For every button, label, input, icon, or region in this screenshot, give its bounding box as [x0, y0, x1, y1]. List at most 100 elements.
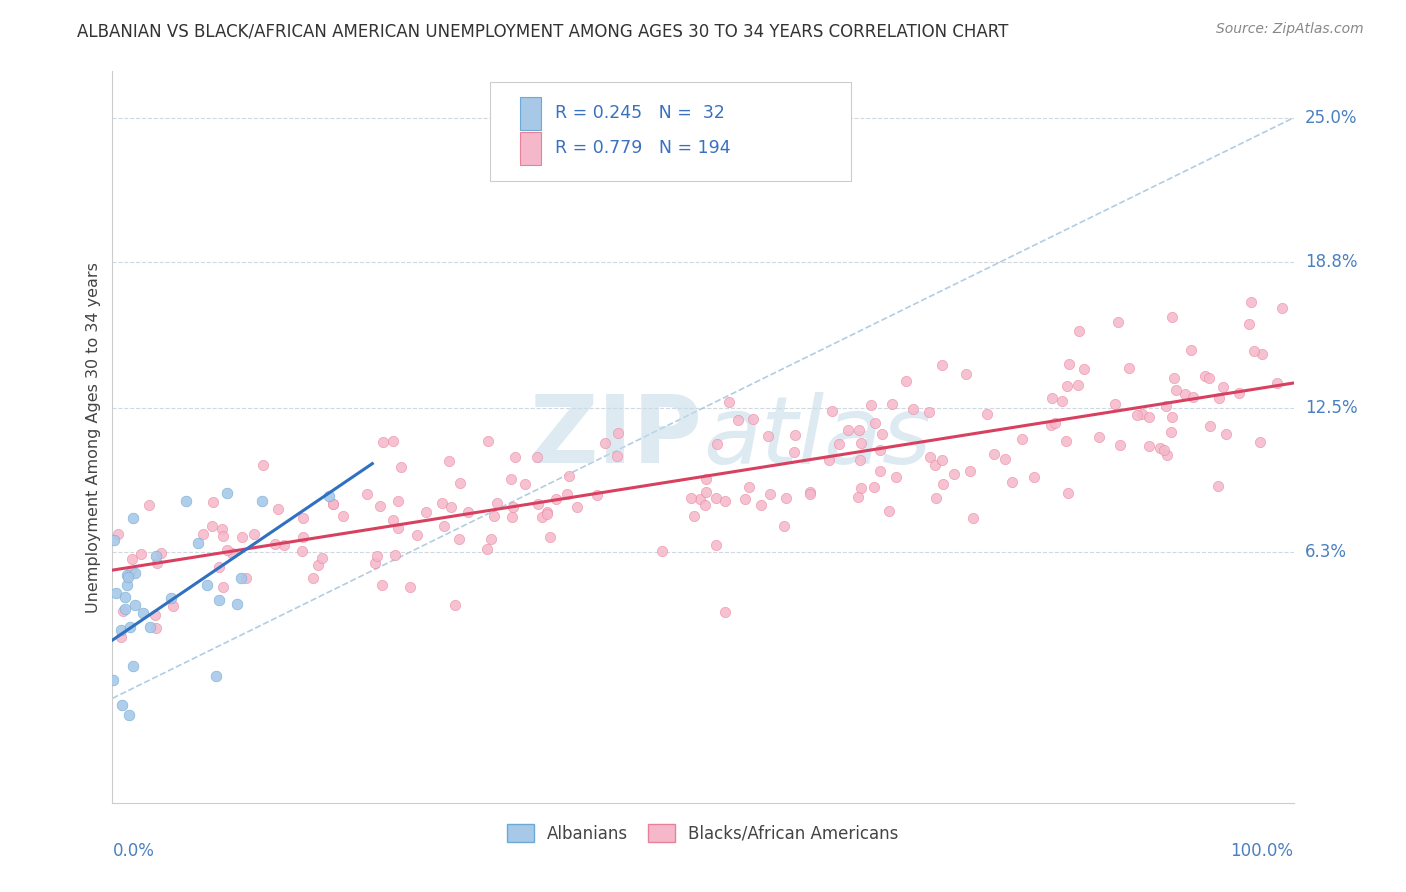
Point [1164, 383, 1187, 397]
Point [837, 423, 859, 437]
Point [235, 571, 257, 585]
Point [756, 428, 779, 442]
Point [536, 504, 558, 518]
Point [145, 621, 167, 635]
Point [849, 481, 872, 495]
Point [983, 447, 1005, 461]
Point [121, 552, 143, 566]
FancyBboxPatch shape [520, 96, 541, 129]
Point [307, 558, 329, 573]
Point [115, 578, 138, 592]
Point [565, 500, 588, 514]
Point [1198, 370, 1220, 384]
Point [606, 449, 628, 463]
Point [437, 454, 460, 468]
Point [267, 501, 290, 516]
Point [205, 669, 228, 683]
Point [695, 484, 717, 499]
Point [713, 493, 735, 508]
Point [433, 519, 456, 533]
Point [536, 507, 558, 521]
Point [932, 477, 955, 491]
Point [849, 453, 872, 467]
Point [1161, 410, 1184, 425]
Point [1022, 470, 1045, 484]
Point [1011, 432, 1033, 446]
Point [526, 450, 548, 465]
Point [1215, 427, 1237, 442]
Point [415, 505, 437, 519]
Point [931, 453, 953, 467]
Point [174, 494, 197, 508]
Point [718, 395, 741, 409]
Point [356, 486, 378, 500]
Point [145, 549, 167, 563]
Point [727, 413, 749, 427]
Point [1163, 371, 1185, 385]
Point [211, 522, 233, 536]
Point [607, 425, 630, 440]
Point [110, 631, 132, 645]
Point [114, 602, 136, 616]
Point [501, 509, 523, 524]
Point [846, 490, 869, 504]
Point [742, 411, 765, 425]
Point [1161, 310, 1184, 324]
Point [901, 401, 924, 416]
Point [530, 509, 553, 524]
Point [384, 548, 406, 562]
Point [1160, 425, 1182, 439]
Point [783, 445, 806, 459]
Point [502, 500, 524, 514]
Point [475, 541, 498, 556]
Point [406, 528, 429, 542]
Point [962, 511, 984, 525]
Y-axis label: Unemployment Among Ages 30 to 34 years: Unemployment Among Ages 30 to 34 years [86, 261, 101, 613]
Point [479, 532, 502, 546]
Point [212, 529, 235, 543]
Point [1199, 418, 1222, 433]
Point [1088, 430, 1111, 444]
Point [785, 428, 807, 442]
Point [485, 496, 508, 510]
Point [112, 604, 135, 618]
Point [387, 521, 409, 535]
Point [706, 436, 728, 450]
Point [208, 593, 231, 607]
Point [366, 549, 388, 563]
Point [1067, 324, 1090, 338]
Point [482, 509, 505, 524]
Text: ZIP: ZIP [530, 391, 703, 483]
Point [382, 434, 405, 448]
Point [322, 496, 344, 510]
Point [1104, 397, 1126, 411]
Point [880, 397, 903, 411]
Point [264, 537, 287, 551]
Text: Source: ZipAtlas.com: Source: ZipAtlas.com [1216, 22, 1364, 37]
Point [201, 519, 224, 533]
Point [364, 556, 387, 570]
Point [849, 435, 872, 450]
Point [749, 498, 772, 512]
Point [884, 470, 907, 484]
Point [1125, 408, 1147, 422]
Point [821, 403, 844, 417]
Point [859, 398, 882, 412]
Point [1057, 358, 1080, 372]
Point [714, 605, 737, 619]
Point [1156, 449, 1178, 463]
Point [103, 533, 125, 547]
Point [1194, 369, 1216, 384]
Point [118, 708, 141, 723]
Point [129, 547, 152, 561]
Point [243, 527, 266, 541]
Point [138, 498, 160, 512]
Point [449, 532, 471, 546]
Point [693, 498, 716, 512]
Text: 18.8%: 18.8% [1305, 252, 1357, 271]
Point [555, 487, 578, 501]
Legend: Albanians, Blacks/African Americans: Albanians, Blacks/African Americans [501, 818, 905, 849]
Point [212, 581, 235, 595]
Point [544, 491, 567, 506]
Point [291, 530, 314, 544]
